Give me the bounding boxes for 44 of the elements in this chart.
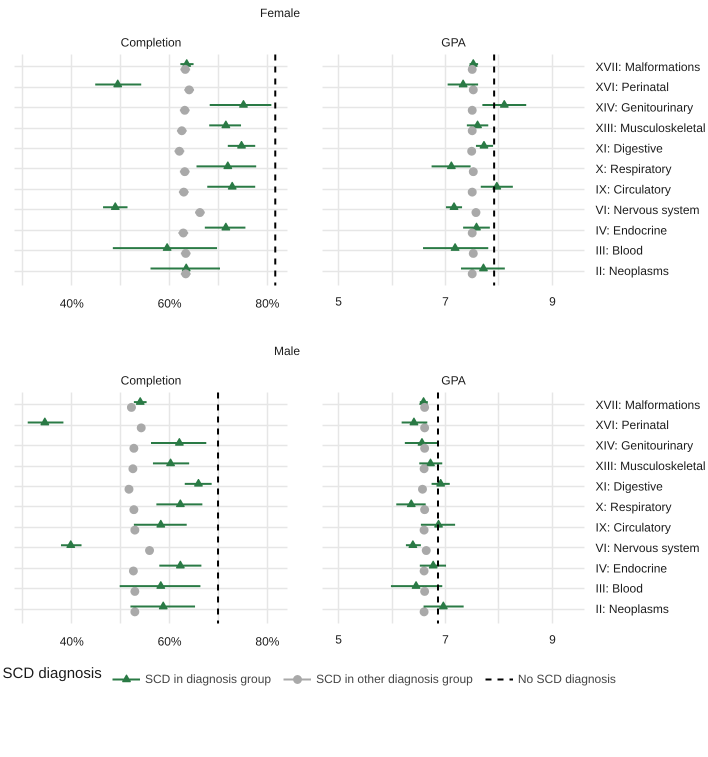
- chart-title: Male: [274, 343, 300, 360]
- x-tick-label: 40%: [60, 296, 84, 310]
- x-tick-label: 9: [549, 294, 556, 308]
- y-tick-label: XI: Digestive: [596, 480, 664, 494]
- x-tick-label: 60%: [158, 296, 182, 310]
- x-tick-label: 80%: [255, 296, 280, 310]
- y-tick-label: II: Neoplasms: [596, 602, 669, 616]
- legend-title: SCD diagnosis: [2, 665, 102, 682]
- x-tick-label: 7: [442, 632, 450, 646]
- y-tick-label: IV: Endocrine: [596, 223, 668, 238]
- y-tick-label: XVII: Malformations: [596, 60, 700, 74]
- y-tick-label: X: Respiratory: [596, 500, 672, 514]
- y-tick-label: IV: Endocrine: [596, 561, 668, 576]
- legend-label: No SCD diagnosis: [518, 672, 616, 686]
- legend-label: SCD in other diagnosis group: [316, 672, 473, 686]
- y-tick-label: XIII: Musculoskeletal: [596, 121, 706, 136]
- x-tick-label: 80%: [255, 634, 280, 648]
- y-tick-label: XIV: Genitourinary: [596, 438, 694, 453]
- x-tick-label: 7: [442, 294, 450, 308]
- y-tick-label: IX: Circulatory: [596, 520, 671, 534]
- y-tick-label: III: Blood: [596, 244, 643, 258]
- x-tick-label: 5: [335, 632, 342, 646]
- chart-subtitle: Completion: [120, 374, 182, 388]
- y-tick-label: VI: Nervous system: [596, 540, 700, 555]
- chart-subtitle: Completion: [120, 36, 182, 50]
- x-tick-label: 60%: [158, 634, 182, 648]
- legend-label: SCD in diagnosis group: [145, 672, 272, 686]
- y-tick-label: III: Blood: [596, 582, 643, 596]
- y-tick-label: XIII: Musculoskeletal: [596, 459, 706, 474]
- chart-subtitle: GPA: [441, 374, 466, 388]
- y-tick-label: XI: Digestive: [596, 142, 664, 156]
- y-tick-label: XIV: Genitourinary: [596, 100, 694, 115]
- y-tick-label: IX: Circulatory: [596, 182, 671, 196]
- y-tick-label: XVII: Malformations: [596, 398, 700, 412]
- y-tick-label: II: Neoplasms: [596, 264, 669, 278]
- y-tick-label: XVI: Perinatal: [596, 418, 669, 432]
- x-tick-label: 40%: [60, 634, 84, 648]
- y-tick-label: VI: Nervous system: [596, 202, 700, 217]
- y-tick-label: XVI: Perinatal: [596, 80, 669, 94]
- chart-title: Female: [260, 5, 300, 22]
- chart-subtitle: GPA: [441, 36, 466, 50]
- x-tick-label: 9: [549, 632, 556, 646]
- y-tick-label: X: Respiratory: [596, 162, 672, 176]
- x-tick-label: 5: [335, 294, 342, 308]
